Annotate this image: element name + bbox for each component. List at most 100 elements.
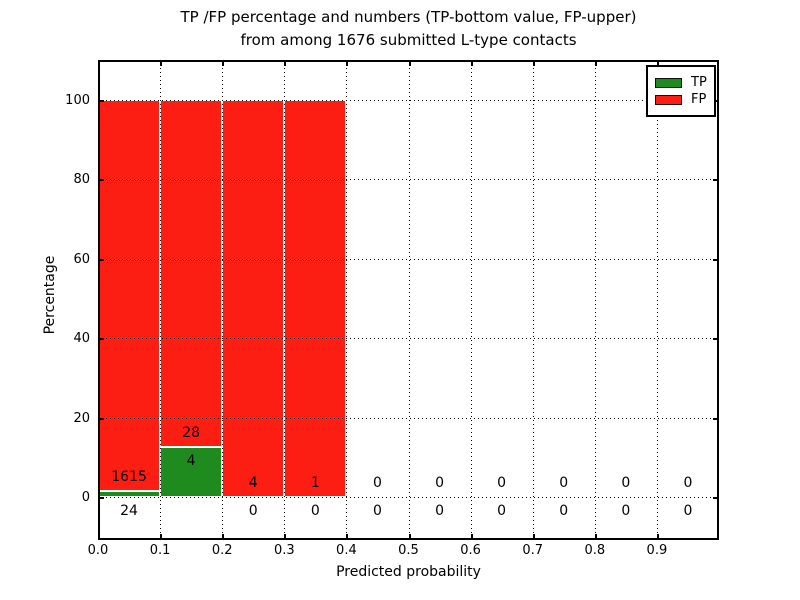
- y-tickmark-left: [98, 417, 104, 420]
- tp-count-label-0: 24: [120, 503, 138, 519]
- x-tickmark-top: [408, 60, 411, 66]
- x-tick-label-0.5: 0.5: [398, 543, 419, 558]
- bar-fp-1: [160, 99, 223, 448]
- y-tickmark-left: [98, 497, 104, 499]
- gridline-x-5: [408, 60, 410, 540]
- x-tick-label-0.6: 0.6: [460, 543, 481, 558]
- x-tick-label-0.1: 0.1: [149, 543, 171, 558]
- y-tick-label-60: 60: [73, 251, 90, 267]
- gridline-x-9: [656, 60, 658, 540]
- y-tickmark-right: [713, 258, 719, 261]
- bar-fp-3: [284, 99, 347, 497]
- plot-area: TP FP 1615 24 28 4 4 0 1 0 0 0 0 0 0 0 0 0 0 0 0 0: [98, 60, 719, 540]
- fp-count-label-8: 0: [621, 475, 631, 491]
- y-tick-label-20: 20: [73, 410, 90, 426]
- x-tickmark-bottom: [222, 534, 225, 540]
- y-tickmark-left: [98, 258, 104, 261]
- legend: TP FP: [646, 65, 716, 117]
- tp-count-label-2: 0: [248, 503, 258, 519]
- x-tick-label-0.3: 0.3: [273, 543, 295, 558]
- y-tick-label-0: 0: [81, 490, 90, 505]
- x-tickmark-bottom: [284, 534, 287, 540]
- tp-count-label-8: 0: [621, 503, 631, 519]
- gridline-y-100: [98, 99, 719, 101]
- gridline-x-8: [594, 60, 596, 540]
- fp-count-label-2: 4: [248, 475, 258, 491]
- y-tick-label-40: 40: [73, 331, 90, 347]
- x-tickmark-top: [532, 60, 535, 66]
- legend-label-tp: TP: [691, 75, 707, 90]
- tp-count-label-6: 0: [497, 503, 507, 519]
- x-tick-label-0.2: 0.2: [211, 543, 233, 558]
- chart-title: TP /FP percentage and numbers (TP-bottom…: [98, 6, 719, 52]
- x-tickmark-bottom: [532, 534, 535, 540]
- y-tickmark-right: [713, 179, 719, 182]
- fp-count-label-5: 0: [435, 475, 445, 491]
- y-tickmark-left: [98, 99, 104, 102]
- chart-title-line1: TP /FP percentage and numbers (TP-bottom…: [180, 8, 637, 26]
- gridline-x-3: [284, 60, 286, 540]
- x-tickmark-top: [222, 60, 225, 66]
- bar-tp-1: [160, 447, 223, 497]
- y-tickmark-right: [713, 417, 719, 420]
- gridline-x-7: [532, 60, 534, 540]
- x-tick-label-0.4: 0.4: [336, 543, 357, 558]
- plot-frame-top: [98, 60, 719, 62]
- y-tick-label-100: 100: [65, 92, 90, 108]
- gridline-y-0: [98, 497, 719, 498]
- gridline-y-20: [98, 417, 719, 419]
- x-tickmark-top: [594, 60, 597, 66]
- x-tickmark-top: [284, 60, 287, 66]
- legend-item-tp: TP: [648, 76, 714, 89]
- bar-fp-2: [222, 99, 285, 497]
- tp-count-label-7: 0: [559, 503, 569, 519]
- y-tick-label-80: 80: [73, 172, 90, 188]
- plot-frame-left: [98, 60, 100, 540]
- gridline-y-60: [98, 258, 719, 260]
- x-tickmark-bottom: [470, 534, 473, 540]
- fp-count-label-4: 0: [372, 475, 382, 491]
- y-tickmark-left: [98, 179, 104, 182]
- gridline-x-1: [160, 60, 162, 540]
- plot-frame-bottom: [98, 538, 719, 540]
- x-tick-label-0.0: 0.0: [87, 543, 109, 558]
- tp-count-label-1: 4: [186, 453, 196, 470]
- gridline-x-6: [470, 60, 472, 540]
- bar-fp-0: [98, 99, 161, 492]
- gridline-x-4: [346, 60, 348, 540]
- x-tickmark-bottom: [346, 534, 349, 540]
- y-tickmark-left: [98, 338, 104, 341]
- fp-count-label-0: 1615: [111, 469, 147, 486]
- gridline-y-80: [98, 179, 719, 181]
- fp-count-label-9: 0: [683, 475, 693, 491]
- fp-swatch-icon: [655, 94, 682, 105]
- x-tickmark-bottom: [594, 534, 597, 540]
- plot-frame-right: [717, 60, 719, 540]
- gridline-x-2: [222, 60, 224, 540]
- tp-swatch-icon: [655, 77, 682, 88]
- x-tickmark-bottom: [408, 534, 411, 540]
- x-tick-label-0.7: 0.7: [522, 543, 544, 558]
- gridline-y-40: [98, 338, 719, 340]
- y-tickmark-right: [713, 338, 719, 341]
- x-tickmark-top: [346, 60, 349, 66]
- fp-count-label-3: 1: [310, 475, 320, 491]
- y-tickmark-right: [713, 497, 719, 499]
- x-tickmark-top: [160, 60, 163, 66]
- chart-title-line2: from among 1676 submitted L-type contact…: [240, 31, 577, 49]
- y-tickmark-right: [713, 99, 719, 102]
- x-tick-label-0.8: 0.8: [584, 543, 606, 558]
- fp-count-label-1: 28: [182, 425, 201, 442]
- tp-count-label-4: 0: [372, 503, 382, 519]
- x-tickmark-top: [656, 60, 659, 66]
- tp-count-label-3: 0: [310, 503, 320, 519]
- x-tickmark-bottom: [656, 534, 659, 540]
- x-tick-label-0.9: 0.9: [646, 543, 668, 558]
- fp-count-label-6: 0: [497, 475, 507, 491]
- tp-count-label-9: 0: [683, 503, 693, 519]
- x-axis-label: Predicted probability: [336, 564, 481, 580]
- tp-count-label-5: 0: [435, 503, 445, 519]
- x-tickmark-top: [470, 60, 473, 66]
- x-tickmark-bottom: [160, 534, 163, 540]
